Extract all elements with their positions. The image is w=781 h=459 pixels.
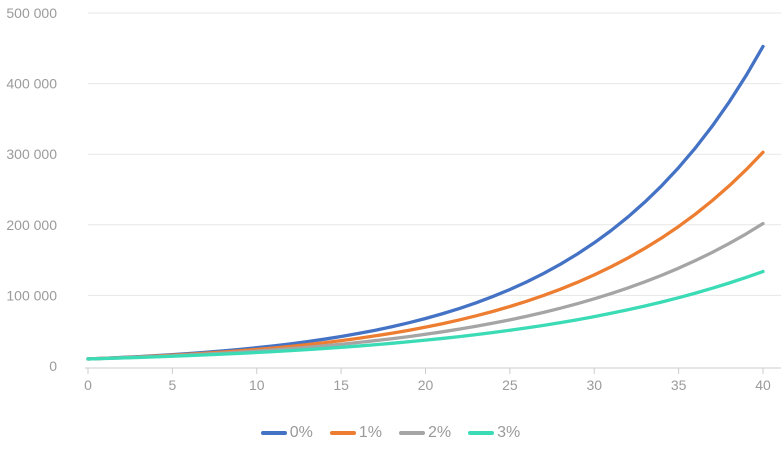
legend-label: 2% xyxy=(428,424,452,441)
legend-item-0%[interactable]: 0% xyxy=(260,424,313,441)
x-tick-label: 10 xyxy=(249,377,265,393)
x-tick-label: 35 xyxy=(671,377,687,393)
legend-item-2%[interactable]: 2% xyxy=(399,425,451,441)
legend-label: 1% xyxy=(358,424,382,441)
legend-label: 3% xyxy=(497,424,521,441)
legend-label: 0% xyxy=(289,424,313,441)
y-tick-label: 300 000 xyxy=(6,146,57,162)
y-tick-label: 100 000 xyxy=(6,287,57,303)
x-tick-label: 15 xyxy=(333,377,349,393)
y-tick-label: 0 xyxy=(49,358,57,374)
x-tick-label: 25 xyxy=(502,377,518,393)
legend-item-3%[interactable]: 3% xyxy=(468,425,520,441)
legend-swatch xyxy=(329,431,356,435)
x-tick-label: 5 xyxy=(168,377,176,393)
y-tick-label: 400 000 xyxy=(6,76,57,92)
y-tick-label: 200 000 xyxy=(6,217,57,233)
legend-item-1%[interactable]: 1% xyxy=(329,424,382,441)
series-line-3% xyxy=(86,269,765,361)
x-tick-label: 20 xyxy=(418,377,434,393)
y-tick-label: 500 000 xyxy=(6,5,57,21)
legend-swatch xyxy=(399,431,425,435)
legend-swatch xyxy=(260,431,287,435)
x-tick-label: 30 xyxy=(586,377,602,393)
x-tick-label: 40 xyxy=(755,377,771,393)
x-tick-label: 0 xyxy=(84,377,92,393)
legend-swatch xyxy=(468,431,495,435)
series-line-0% xyxy=(86,44,765,361)
chart-legend: 0% 1% 2% 3% xyxy=(0,421,781,445)
